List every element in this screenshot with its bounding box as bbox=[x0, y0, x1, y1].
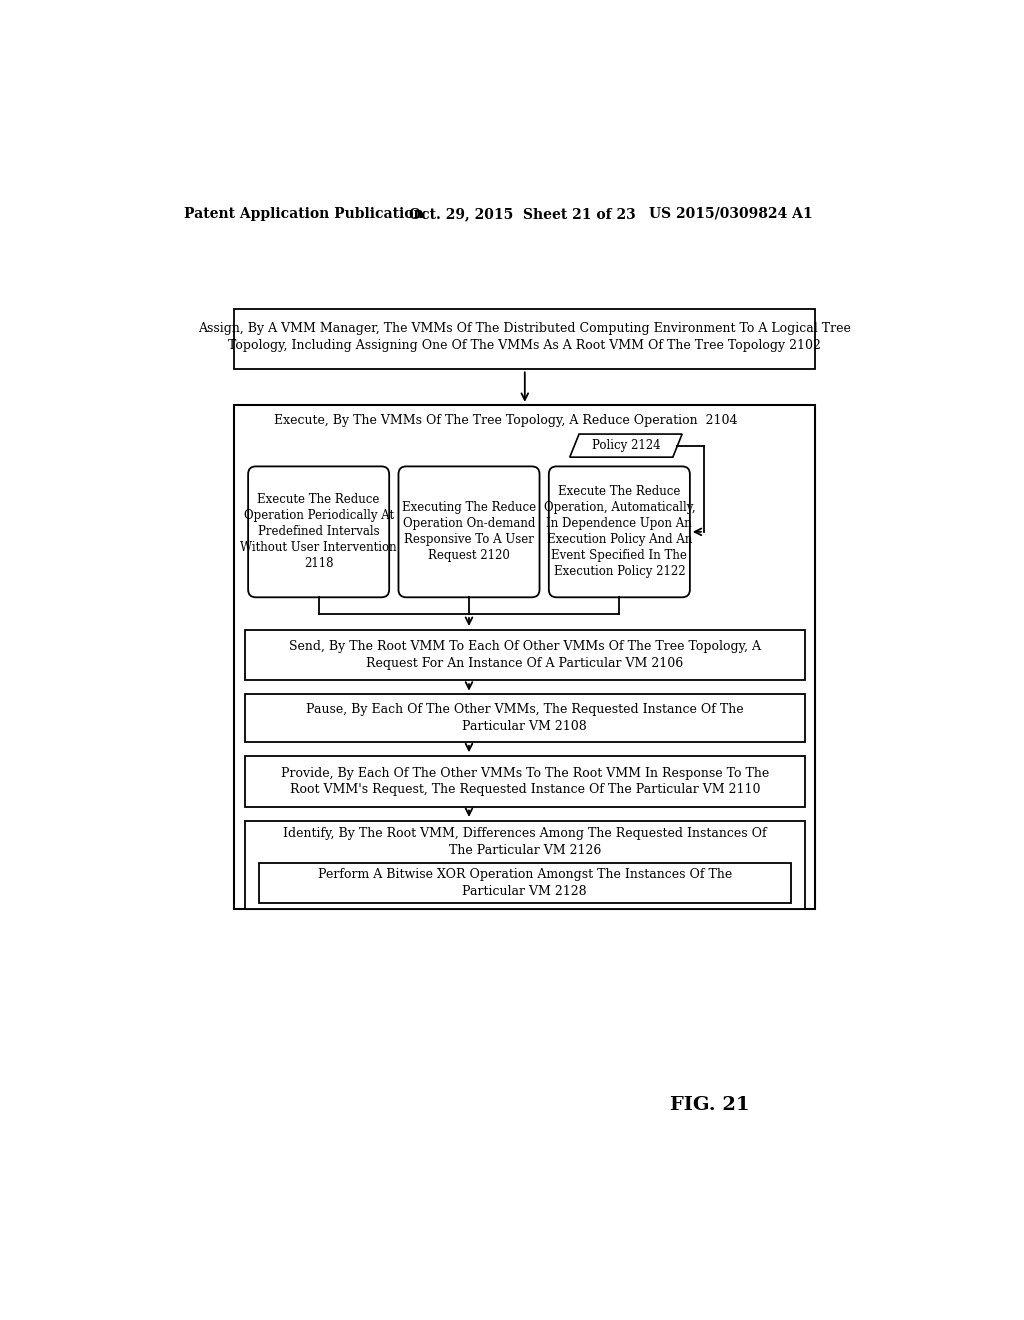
FancyBboxPatch shape bbox=[549, 466, 690, 597]
Polygon shape bbox=[569, 434, 682, 457]
Text: Identify, By The Root VMM, Differences Among The Requested Instances Of
The Part: Identify, By The Root VMM, Differences A… bbox=[283, 828, 767, 857]
FancyBboxPatch shape bbox=[398, 466, 540, 597]
Bar bbox=[245, 630, 805, 681]
Bar bbox=[245, 694, 805, 742]
Bar bbox=[245, 756, 805, 807]
Bar bbox=[259, 863, 791, 903]
Text: Executing The Reduce
Operation On-demand
Responsive To A User
Request 2120: Executing The Reduce Operation On-demand… bbox=[402, 502, 536, 562]
Text: Pause, By Each Of The Other VMMs, The Requested Instance Of The
Particular VM 21: Pause, By Each Of The Other VMMs, The Re… bbox=[306, 704, 743, 733]
Bar bbox=[234, 309, 815, 368]
Text: Provide, By Each Of The Other VMMs To The Root VMM In Response To The
Root VMM's: Provide, By Each Of The Other VMMs To Th… bbox=[281, 767, 769, 796]
FancyBboxPatch shape bbox=[248, 466, 389, 597]
Text: Execute The Reduce
Operation, Automatically,
In Dependence Upon An
Execution Pol: Execute The Reduce Operation, Automatica… bbox=[544, 486, 695, 578]
Bar bbox=[245, 821, 805, 909]
Text: Patent Application Publication: Patent Application Publication bbox=[183, 207, 424, 220]
Text: Perform A Bitwise XOR Operation Amongst The Instances Of The
Particular VM 2128: Perform A Bitwise XOR Operation Amongst … bbox=[317, 869, 732, 898]
Bar bbox=[234, 405, 815, 909]
Text: Oct. 29, 2015  Sheet 21 of 23: Oct. 29, 2015 Sheet 21 of 23 bbox=[409, 207, 635, 220]
Text: US 2015/0309824 A1: US 2015/0309824 A1 bbox=[649, 207, 812, 220]
Text: Send, By The Root VMM To Each Of Other VMMs Of The Tree Topology, A
Request For : Send, By The Root VMM To Each Of Other V… bbox=[289, 640, 761, 669]
Text: FIG. 21: FIG. 21 bbox=[671, 1097, 751, 1114]
Text: Execute, By The VMMs Of The Tree Topology, A Reduce Operation  2104: Execute, By The VMMs Of The Tree Topolog… bbox=[273, 413, 737, 426]
Text: Policy 2124: Policy 2124 bbox=[592, 440, 660, 453]
Text: Execute The Reduce
Operation Periodically At
Predefined Intervals
Without User I: Execute The Reduce Operation Periodicall… bbox=[241, 494, 397, 570]
Text: Assign, By A VMM Manager, The VMMs Of The Distributed Computing Environment To A: Assign, By A VMM Manager, The VMMs Of Th… bbox=[199, 322, 851, 352]
